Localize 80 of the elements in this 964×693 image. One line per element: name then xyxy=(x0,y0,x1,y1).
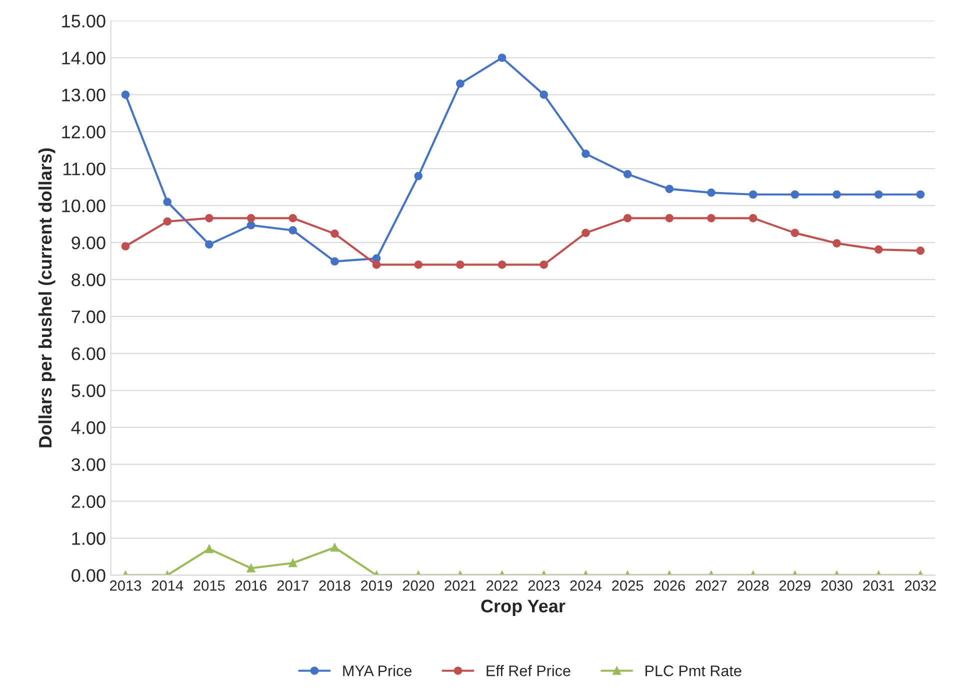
point xyxy=(498,54,506,62)
point xyxy=(665,184,674,194)
x-tick-label: 2013 xyxy=(110,580,142,591)
point xyxy=(163,198,172,206)
point xyxy=(582,228,590,238)
point xyxy=(748,214,758,222)
point xyxy=(582,150,590,158)
y-tick-label: 12.00 xyxy=(62,126,106,138)
x-tick-label: 2019 xyxy=(361,580,392,591)
point xyxy=(790,228,800,238)
y-axis-title: Dollars per bushel (current dollars) xyxy=(38,148,56,448)
point xyxy=(874,245,883,254)
x-tick-label: 2025 xyxy=(612,580,644,591)
x-axis-title: Crop Year xyxy=(481,600,566,616)
y-tick-label: 7.00 xyxy=(72,310,106,324)
point xyxy=(498,260,506,269)
y-tick-label: 10.00 xyxy=(62,200,106,212)
legend-label: MYA Price xyxy=(343,665,412,676)
point xyxy=(707,188,716,197)
point xyxy=(623,170,632,178)
point xyxy=(246,221,256,230)
point xyxy=(832,239,841,248)
x-tick-label: 2030 xyxy=(821,580,852,591)
y-tick-label: 4.00 xyxy=(71,421,106,434)
x-tick-label: 2027 xyxy=(696,580,727,591)
y-tick-label: 1.00 xyxy=(72,532,106,545)
x-tick-label: 2024 xyxy=(570,580,602,591)
x-tick-label: 2015 xyxy=(194,580,225,591)
x-tick-label: 2018 xyxy=(319,580,350,591)
legend-label: Eff Ref Price xyxy=(486,665,570,676)
point xyxy=(874,190,883,199)
point xyxy=(665,214,674,222)
point xyxy=(163,217,172,226)
y-tick-label: 5.00 xyxy=(72,384,106,398)
point xyxy=(121,90,130,99)
x-tick-label: 2032 xyxy=(904,580,936,591)
point xyxy=(246,214,256,222)
y-tick-label: 14.00 xyxy=(62,52,106,64)
point xyxy=(748,190,758,199)
x-tick-label: 2017 xyxy=(277,580,308,591)
y-tick-label: 6.00 xyxy=(72,347,106,360)
x-tick-label: 2014 xyxy=(152,580,184,591)
point xyxy=(456,260,464,269)
x-tick-label: 2026 xyxy=(654,580,685,591)
point xyxy=(456,79,464,88)
x-tick-label: 2028 xyxy=(738,580,769,591)
y-tick-label: 11.00 xyxy=(64,162,106,176)
legend-label: PLC Pmt Rate xyxy=(646,665,742,676)
point xyxy=(288,214,298,222)
point xyxy=(121,242,130,250)
point xyxy=(205,214,214,222)
y-tick-label: 0.00 xyxy=(72,569,106,582)
point xyxy=(414,172,423,180)
x-tick-label: 2022 xyxy=(486,580,518,591)
point xyxy=(916,246,925,255)
point xyxy=(790,190,800,199)
x-tick-label: 2031 xyxy=(863,580,894,591)
x-tick-label: 2020 xyxy=(402,580,434,591)
x-tick-label: 2023 xyxy=(528,580,560,591)
point xyxy=(540,260,548,269)
x-tick-label: 2016 xyxy=(236,580,267,591)
y-tick-label: 2.00 xyxy=(72,495,106,508)
point xyxy=(623,214,632,222)
y-tick-label: 9.00 xyxy=(72,236,106,250)
y-tick-label: 8.00 xyxy=(72,273,106,286)
point xyxy=(288,226,298,235)
point xyxy=(916,190,925,199)
point xyxy=(330,230,339,238)
point xyxy=(832,190,841,199)
x-tick-label: 2029 xyxy=(779,580,810,591)
point xyxy=(330,257,339,266)
point xyxy=(205,240,214,249)
point xyxy=(540,90,548,99)
y-tick-label: 3.00 xyxy=(72,458,106,472)
point xyxy=(414,260,423,269)
y-tick-label: 15.00 xyxy=(62,14,106,28)
y-tick-label: 13.00 xyxy=(62,88,106,102)
point xyxy=(372,260,381,269)
x-tick-label: 2021 xyxy=(444,580,476,591)
point xyxy=(707,214,716,222)
